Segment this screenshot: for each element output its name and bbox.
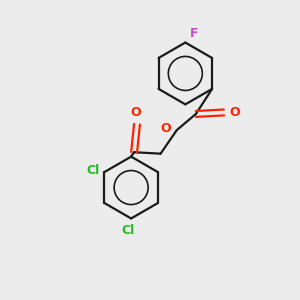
Text: O: O xyxy=(130,106,141,119)
Text: Cl: Cl xyxy=(122,224,135,237)
Text: O: O xyxy=(161,122,172,135)
Text: O: O xyxy=(229,106,240,119)
Text: Cl: Cl xyxy=(87,164,100,177)
Text: F: F xyxy=(190,27,198,40)
